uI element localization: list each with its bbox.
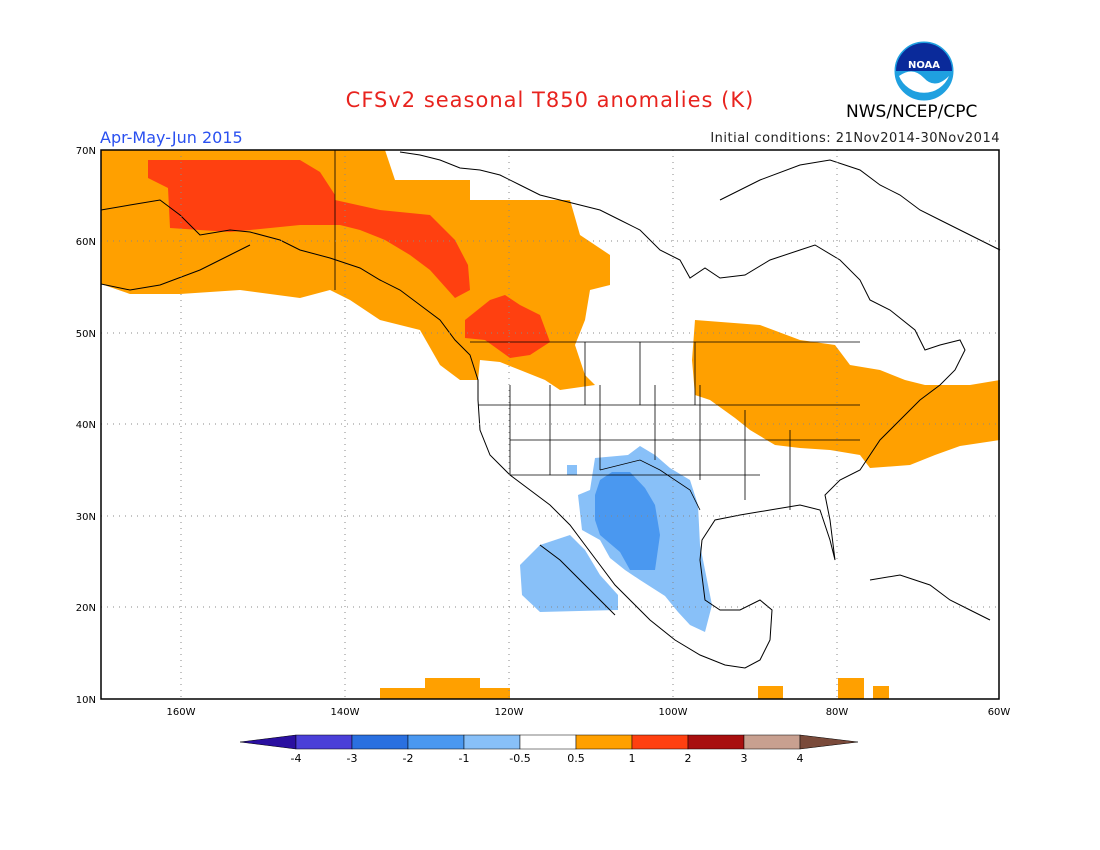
warm-anomaly-northeast [692, 320, 1000, 468]
warm-anomaly-tropics-3 [758, 686, 783, 699]
lat-label: 60N [76, 237, 96, 248]
colorbar-bin [687, 734, 745, 750]
colorbar-label: -0.5 [509, 752, 530, 765]
colorbar-label: 1 [629, 752, 636, 765]
cool-anomaly-mexico-strong [595, 472, 660, 570]
colorbar-bin [295, 734, 353, 750]
colorbar-label: 0.5 [567, 752, 585, 765]
cool-anomaly-fleck [567, 465, 577, 475]
warm-anomaly-tropics-1 [380, 688, 510, 699]
colorbar-bin [463, 734, 521, 750]
lon-label: 80W [826, 707, 849, 718]
lat-labels: 70N 60N 50N 40N 30N 20N 10N [76, 146, 96, 706]
lon-labels: 160W 140W 120W 100W 80W 60W [167, 707, 1011, 718]
colorbar-label: 2 [685, 752, 692, 765]
colorbar-bin [743, 734, 801, 750]
colorbar-label: -2 [403, 752, 414, 765]
colorbar-label: 4 [797, 752, 804, 765]
lat-label: 10N [76, 695, 96, 706]
noaa-logo-icon: NOAA [893, 40, 955, 102]
lat-label: 20N [76, 603, 96, 614]
lon-label: 160W [167, 707, 196, 718]
political-borders [334, 150, 860, 511]
map-title: CFSv2 seasonal T850 anomalies (K) [345, 88, 755, 112]
lon-label: 140W [331, 707, 360, 718]
colorbar-label: -3 [347, 752, 358, 765]
warm-anomaly-tropics-2 [425, 678, 480, 690]
colorbar-bin [407, 734, 465, 750]
colorbar-bin [575, 734, 633, 750]
colorbar-high-arrow [799, 734, 859, 750]
lat-label: 50N [76, 329, 96, 340]
colorbar-bin [351, 734, 409, 750]
map-frame [100, 149, 1000, 700]
colorbar-label: -4 [291, 752, 302, 765]
cool-anomaly-baja [520, 535, 618, 612]
lat-label: 30N [76, 512, 96, 523]
lon-label: 60W [988, 707, 1011, 718]
colorbar-bin [519, 734, 577, 750]
warm-anomaly-northwest-strong [148, 160, 470, 298]
initial-conditions-label: Initial conditions: 21Nov2014-30Nov2014 [710, 131, 1000, 146]
colorbar-label: -1 [459, 752, 470, 765]
colorbar: -4 -3 -2 -1 -0.5 0.5 1 2 3 4 [239, 734, 859, 765]
period-label: Apr-May-Jun 2015 [100, 128, 243, 147]
colorbar-low-arrow [239, 734, 297, 750]
coastlines [100, 151, 1001, 669]
lat-label: 40N [76, 420, 96, 431]
lon-label: 100W [659, 707, 688, 718]
lon-label: 120W [495, 707, 524, 718]
anomaly-fields [101, 150, 1000, 699]
colorbar-bin [631, 734, 689, 750]
lat-label: 70N [76, 146, 96, 157]
warm-anomaly-tropics-4 [838, 678, 864, 699]
svg-text:NOAA: NOAA [908, 60, 940, 71]
warm-anomaly-tropics-5 [873, 686, 889, 699]
org-label: NWS/NCEP/CPC [846, 102, 978, 122]
colorbar-label: 3 [741, 752, 748, 765]
